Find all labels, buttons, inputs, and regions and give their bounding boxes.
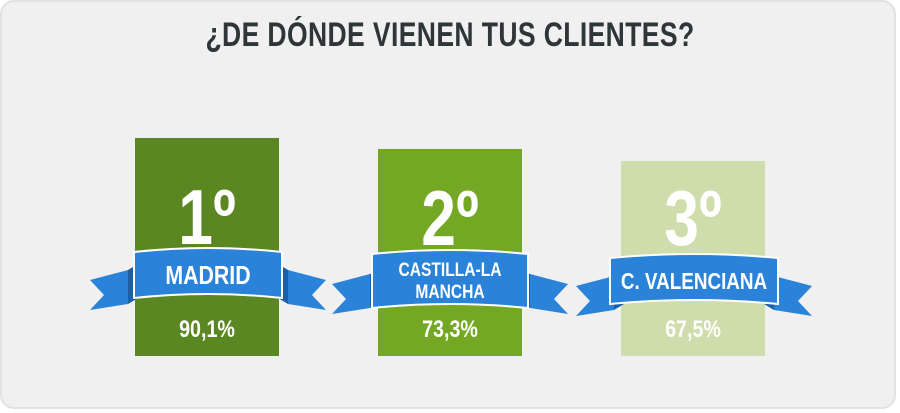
chart-title: ¿DE DÓNDE VIENEN TUS CLIENTES? <box>205 16 695 54</box>
ribbon-third-right-tail <box>774 276 812 316</box>
ribbon-first <box>90 247 326 310</box>
rank-first: 1º <box>178 173 236 261</box>
rank-second: 2º <box>421 174 479 262</box>
ribbon-first-band <box>133 247 283 300</box>
ribbon-first-right-tail <box>288 270 326 310</box>
pillar-first <box>135 138 279 356</box>
ribbon-third-band <box>609 253 779 306</box>
ribbon-third <box>576 253 812 316</box>
percent-first: 90,1% <box>179 316 235 343</box>
percent-second: 73,3% <box>422 316 478 343</box>
ribbon-second-left-tail <box>332 274 370 314</box>
ribbon-second-band <box>371 249 529 310</box>
podium-first: 1º 90,1% <box>135 138 279 356</box>
rank-third: 3º <box>664 174 722 262</box>
ribbon-third-left-tail <box>576 276 614 316</box>
ribbon-third-label: C. VALENCIANA <box>620 267 768 294</box>
percent-third: 67,5% <box>665 316 721 343</box>
ribbon-second-label: CASTILLA-LA MANCHA <box>398 260 502 303</box>
ribbon-first-label: MADRID <box>165 259 251 290</box>
ribbon-first-left-tail <box>90 270 128 310</box>
ribbon-second-right-tail <box>530 274 568 314</box>
ribbon-second <box>332 249 568 314</box>
